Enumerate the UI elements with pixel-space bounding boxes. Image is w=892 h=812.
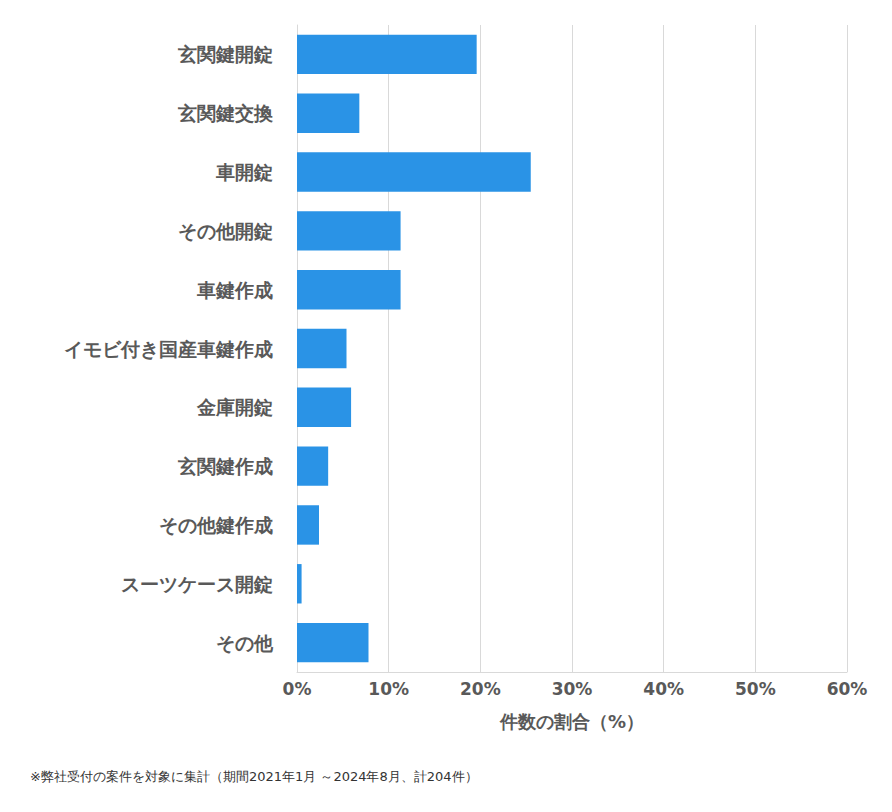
- svg-text:玄関鍵開錠: 玄関鍵開錠: [177, 43, 273, 65]
- svg-text:※弊社受付の案件を対象に集計（期間2021年1月 ～2024: ※弊社受付の案件を対象に集計（期間2021年1月 ～2024年8月、計204件）: [30, 769, 478, 784]
- svg-text:10%: 10%: [368, 679, 409, 699]
- svg-text:車開錠: 車開錠: [215, 161, 273, 183]
- svg-text:件数の割合（%）: 件数の割合（%）: [499, 711, 644, 732]
- svg-text:その他開錠: その他開錠: [178, 220, 273, 242]
- svg-text:その他: その他: [216, 632, 274, 654]
- svg-text:玄関鍵作成: 玄関鍵作成: [177, 455, 273, 477]
- svg-text:スーツケース開錠: スーツケース開錠: [121, 573, 273, 595]
- svg-text:0%: 0%: [283, 679, 312, 699]
- svg-text:40%: 40%: [643, 679, 684, 699]
- svg-text:その他鍵作成: その他鍵作成: [159, 514, 273, 536]
- svg-text:50%: 50%: [735, 679, 776, 699]
- svg-text:車鍵作成: 車鍵作成: [196, 279, 273, 301]
- svg-text:イモビ付き国産車鍵作成: イモビ付き国産車鍵作成: [64, 338, 273, 360]
- svg-text:20%: 20%: [460, 679, 501, 699]
- svg-text:30%: 30%: [552, 679, 593, 699]
- svg-text:金庫開錠: 金庫開錠: [196, 396, 273, 418]
- svg-text:玄関鍵交換: 玄関鍵交換: [177, 102, 274, 124]
- svg-text:60%: 60%: [827, 679, 868, 699]
